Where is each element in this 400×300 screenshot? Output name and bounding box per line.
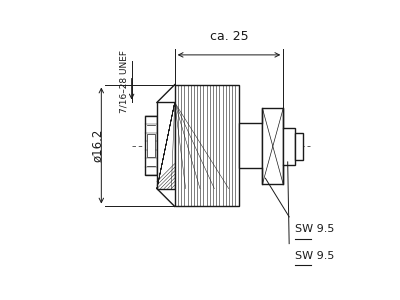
Bar bbox=[146, 134, 156, 158]
Bar bbox=[145, 116, 157, 175]
Bar bbox=[157, 102, 175, 189]
Bar bbox=[295, 133, 302, 160]
Bar bbox=[175, 85, 239, 206]
Text: ø16.2: ø16.2 bbox=[91, 129, 104, 162]
Bar bbox=[262, 108, 283, 184]
Bar bbox=[283, 128, 295, 165]
Text: SW 9.5: SW 9.5 bbox=[295, 251, 334, 261]
Text: 7/16–28 UNEF: 7/16–28 UNEF bbox=[120, 50, 129, 113]
Bar bbox=[239, 123, 262, 168]
Text: SW 9.5: SW 9.5 bbox=[295, 224, 334, 234]
Text: ca. 25: ca. 25 bbox=[210, 30, 248, 43]
